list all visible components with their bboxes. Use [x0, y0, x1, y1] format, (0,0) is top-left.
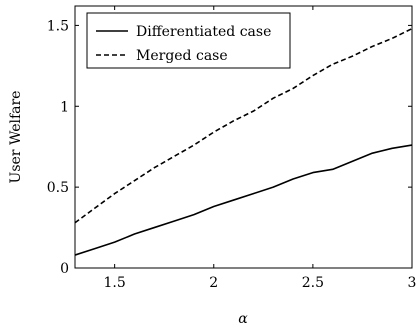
- y-axis-label: User Welfare: [8, 91, 24, 184]
- x-tick-label: 1.5: [104, 275, 126, 291]
- series-line-differentiated: [74, 144, 413, 256]
- y-tick-label: 1: [60, 99, 69, 115]
- legend: Differentiated case Merged case: [86, 12, 291, 69]
- x-tick-label: 2: [209, 275, 218, 291]
- legend-label-differentiated: Differentiated case: [136, 24, 271, 40]
- legend-label-merged: Merged case: [136, 48, 228, 64]
- x-axis-label: α: [238, 311, 248, 327]
- y-ticks: 0 0.5 1 1.5: [47, 18, 412, 277]
- plot-frame: [74, 5, 413, 269]
- x-tick-label: 2.5: [302, 275, 324, 291]
- series-line-merged: [74, 27, 413, 224]
- y-tick-label: 1.5: [47, 18, 69, 34]
- y-tick-label: 0.5: [47, 180, 69, 196]
- x-tick-label: 3: [408, 275, 417, 291]
- x-ticks: 1.5 2 2.5 3: [104, 6, 417, 291]
- y-tick-label: 0: [60, 261, 69, 277]
- legend-box: [86, 12, 291, 69]
- series-layer: [74, 27, 413, 256]
